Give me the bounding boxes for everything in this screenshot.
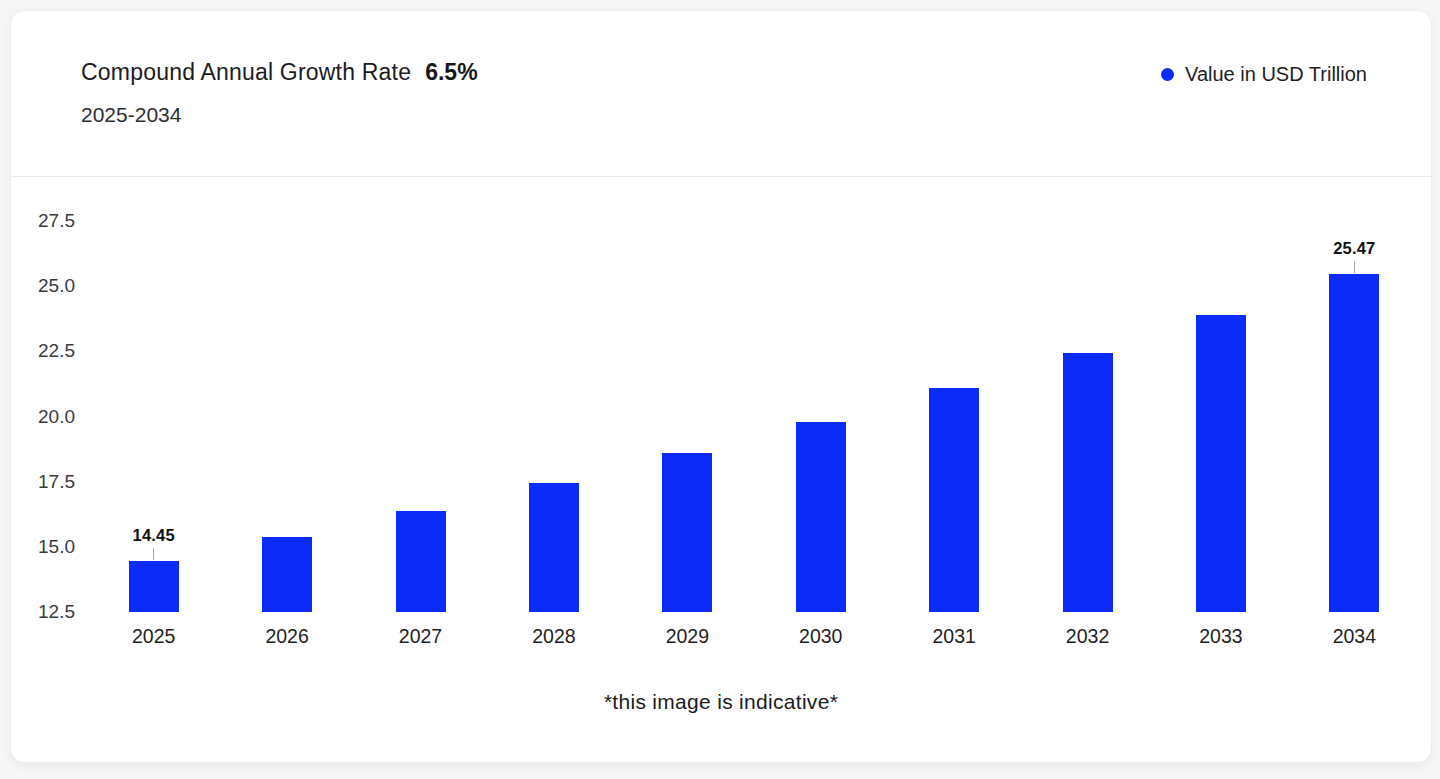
x-tick-label: 2033	[1154, 625, 1287, 648]
x-tick-label: 2030	[754, 625, 887, 648]
chart-legend: Value in USD Trillion	[1161, 63, 1367, 86]
bars-row: 14.45 25.47	[87, 221, 1421, 612]
indicative-note: *this image is indicative*	[11, 690, 1431, 714]
chart-title: Compound Annual Growth Rate	[81, 59, 411, 86]
chart-card: Compound Annual Growth Rate 6.5% 2025-20…	[10, 10, 1432, 763]
plot-area: 12.515.017.520.022.525.027.5 14.4525.47	[87, 221, 1421, 612]
bar-2028	[529, 483, 579, 612]
x-tick-label: 2032	[1021, 625, 1154, 648]
x-tick-label: 2026	[220, 625, 353, 648]
chart-area: 12.515.017.520.022.525.027.5 14.4525.47 …	[11, 221, 1431, 714]
y-tick-label: 22.5	[38, 340, 75, 362]
bar-2027	[396, 511, 446, 612]
bar-2034	[1329, 274, 1379, 612]
point-label-group: 25.47	[1288, 239, 1421, 273]
legend-label: Value in USD Trillion	[1185, 63, 1367, 86]
bar-slot-2027	[354, 221, 487, 612]
bar-2025	[129, 561, 179, 612]
y-tick-label: 25.0	[38, 275, 75, 297]
leader-line	[1354, 261, 1355, 273]
y-tick-label: 15.0	[38, 536, 75, 558]
y-tick-label: 27.5	[38, 210, 75, 232]
bar-slot-2033	[1154, 221, 1287, 612]
x-tick-label: 2034	[1288, 625, 1421, 648]
bar-slot-2031	[887, 221, 1020, 612]
bar-2033	[1196, 315, 1246, 612]
leader-line	[153, 548, 154, 560]
bar-2026	[262, 537, 312, 612]
legend-marker-icon	[1161, 68, 1174, 81]
bar-slot-2032	[1021, 221, 1154, 612]
y-tick-label: 17.5	[38, 471, 75, 493]
chart-header: Compound Annual Growth Rate 6.5% 2025-20…	[11, 11, 1431, 177]
chart-subtitle: 2025-2034	[81, 103, 1367, 127]
bar-slot-2026	[220, 221, 353, 612]
cagr-value: 6.5%	[425, 59, 477, 86]
bar-slot-2028	[487, 221, 620, 612]
point-label: 14.45	[133, 526, 175, 545]
bar-slot-2030	[754, 221, 887, 612]
y-tick-label: 12.5	[38, 601, 75, 623]
y-tick-label: 20.0	[38, 406, 75, 428]
y-axis: 12.515.017.520.022.525.027.5	[11, 221, 77, 612]
x-axis: 2025202620272028202920302031203220332034	[87, 625, 1421, 648]
bar-2030	[796, 422, 846, 612]
bar-slot-2025: 14.45	[87, 221, 220, 612]
point-label-group: 14.45	[87, 526, 220, 560]
x-tick-label: 2029	[621, 625, 754, 648]
bar-2032	[1063, 353, 1113, 612]
bar-slot-2034: 25.47	[1288, 221, 1421, 612]
x-tick-label: 2031	[887, 625, 1020, 648]
bar-2029	[662, 453, 712, 612]
x-tick-label: 2028	[487, 625, 620, 648]
point-label: 25.47	[1333, 239, 1375, 258]
x-tick-label: 2025	[87, 625, 220, 648]
x-tick-label: 2027	[354, 625, 487, 648]
bar-2031	[929, 388, 979, 612]
bar-slot-2029	[621, 221, 754, 612]
